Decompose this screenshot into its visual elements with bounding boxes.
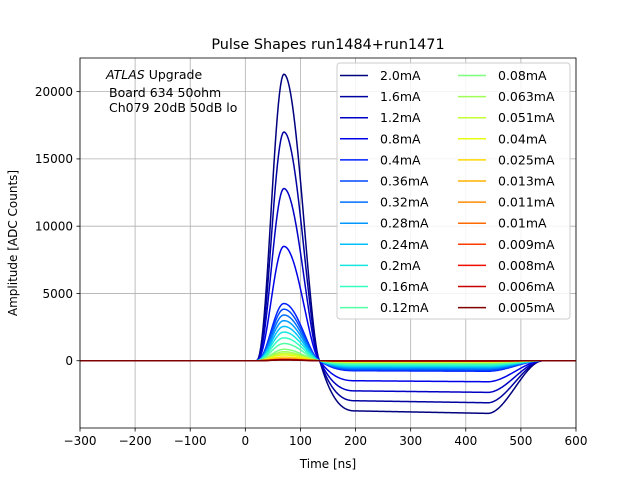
y-tick-label: 20000	[35, 85, 73, 99]
x-tick-label: −100	[174, 434, 207, 448]
plot-frame	[79, 57, 577, 429]
legend-label: 0.063mA	[498, 89, 555, 104]
legend-label: 0.32mA	[380, 195, 429, 210]
legend-label: 0.005mA	[498, 300, 555, 315]
legend-label: 0.2mA	[380, 258, 421, 273]
legend-label: 0.04mA	[498, 131, 547, 146]
x-tick-label: 600	[565, 434, 588, 448]
legend-label: 0.01mA	[498, 216, 547, 231]
legend-label: 0.36mA	[380, 174, 429, 189]
legend-label: 1.6mA	[380, 89, 421, 104]
x-tick-label: 400	[454, 434, 477, 448]
x-axis-label: Time [ns]	[299, 457, 356, 471]
legend-label: 0.051mA	[498, 110, 555, 125]
annotation-board: Board 634 50ohm	[109, 85, 221, 100]
legend-label: 0.16mA	[380, 279, 429, 294]
y-axis-label: Amplitude [ADC Counts]	[6, 170, 20, 316]
series-line-0.005mA	[80, 359, 576, 362]
x-tick-label: 300	[399, 434, 422, 448]
y-tick-label: 10000	[35, 219, 73, 233]
x-tick-label: −200	[119, 434, 152, 448]
x-tick-label: 0	[242, 434, 250, 448]
series-lines	[80, 73, 576, 415]
legend-label: 0.12mA	[380, 300, 429, 315]
legend-label: 0.24mA	[380, 237, 429, 252]
y-tick-label: 5000	[42, 287, 73, 301]
x-tick-label: 200	[344, 434, 367, 448]
x-tick-label: 500	[509, 434, 532, 448]
x-tick-label: 100	[289, 434, 312, 448]
legend-label: 2.0mA	[380, 68, 421, 83]
legend: 2.0mA 1.6mA 1.2mA 0.8mA 0.4mA 0.36mA 0.32mA 0.2…	[336, 62, 571, 320]
legend-label: 1.2mA	[380, 110, 421, 125]
annotation-experiment: ATLAS Upgrade	[105, 67, 202, 82]
legend-label: 0.011mA	[498, 195, 555, 210]
legend-label: 0.025mA	[498, 152, 555, 167]
legend-label: 0.08mA	[498, 68, 547, 83]
legend-label: 0.008mA	[498, 258, 555, 273]
axes: −300 −200 −100 0 100 200 300 400 500 600 0 5000 1000…	[35, 85, 588, 448]
legend-label: 0.013mA	[498, 174, 555, 189]
legend-label: 0.009mA	[498, 237, 555, 252]
annotation-channel: Ch079 20dB 50dB lo	[109, 100, 237, 115]
chart-title: Pulse Shapes run1484+run1471	[211, 37, 444, 53]
y-tick-label: 0	[65, 354, 73, 368]
legend-frame	[336, 62, 571, 320]
legend-label: 0.8mA	[380, 131, 421, 146]
annotation-atlas: ATLAS	[105, 67, 145, 82]
annotation-upgrade: Upgrade	[145, 67, 203, 82]
annotation-block: ATLAS Upgrade Board 634 50ohm Ch079 20dB…	[105, 67, 237, 115]
y-tick-label: 15000	[35, 152, 73, 166]
legend-label: 0.006mA	[498, 279, 555, 294]
legend-label: 0.28mA	[380, 216, 429, 231]
legend-label: 0.4mA	[380, 152, 421, 167]
x-tick-label: −300	[64, 434, 97, 448]
